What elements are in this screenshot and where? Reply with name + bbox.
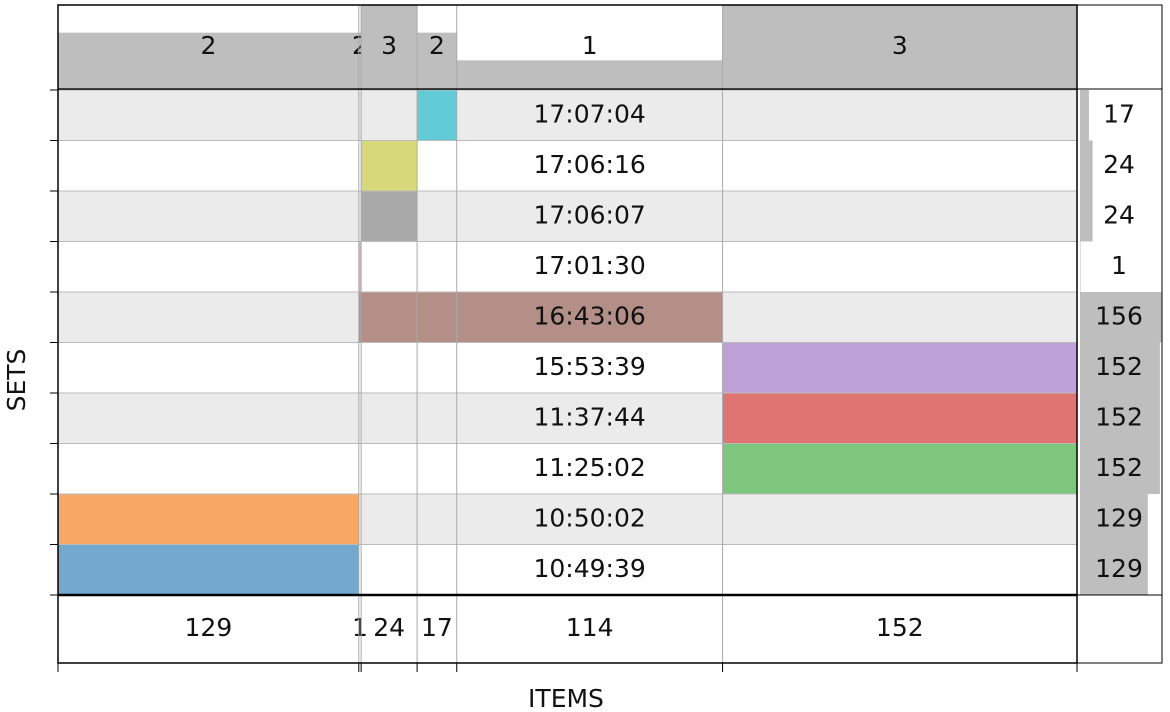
row-background [58,241,1077,292]
coverage-label: 3 [892,31,908,60]
set-size-label: 24 [1103,200,1135,229]
chunk-size-label: 1 [352,613,368,642]
set-cell [417,292,457,343]
set-size-bar [1080,90,1089,141]
set-size-bar [1080,494,1148,545]
row-background [58,140,1077,191]
set-size-bar [1080,544,1148,595]
set-cell [361,191,418,242]
set-size-label: 129 [1095,503,1143,532]
set-cell [58,544,359,595]
coverage-bar [358,32,362,88]
set-size-bar [1080,342,1160,393]
set-size-label: 152 [1095,402,1143,431]
set-label: 10:49:39 [534,554,646,583]
set-label: 11:37:44 [534,402,646,431]
set-cell [361,292,418,343]
set-cell [417,90,457,141]
set-size-bar [1080,140,1093,191]
chunk-size-label: 17 [421,613,453,642]
coverage-label: 1 [582,31,598,60]
x-axis-label: ITEMS [528,684,604,712]
set-size-label: 152 [1095,453,1143,482]
set-cell [361,140,418,191]
chunk-size-label: 129 [185,613,233,642]
coverage-label: 2 [429,31,445,60]
set-size-label: 17 [1103,99,1135,128]
coverage-bar [456,60,723,88]
set-size-bar [1080,241,1081,292]
set-cell [722,443,1077,494]
set-size-label: 129 [1095,554,1143,583]
set-label: 15:53:39 [534,352,646,381]
set-label: 17:06:07 [534,200,646,229]
coverage-label: 2 [200,31,216,60]
set-size-bar [1080,443,1160,494]
set-size-bar [1080,191,1093,242]
set-size-label: 1 [1111,251,1127,280]
set-cell [358,292,362,343]
set-cell [722,393,1077,444]
y-axis-label: SETS [2,349,31,412]
coverage-bar [361,5,418,88]
set-label: 11:25:02 [534,453,646,482]
set-label: 10:50:02 [534,503,646,532]
frame [1076,4,1163,664]
set-size-bar [1080,393,1160,444]
set-label: 17:06:16 [534,150,646,179]
set-size-label: 156 [1095,301,1143,330]
set-size-label: 24 [1103,150,1135,179]
set-cell [456,292,723,343]
set-label: 17:07:04 [534,99,646,128]
chunk-size-label: 24 [373,613,405,642]
set-label: 17:01:30 [534,251,646,280]
set-cell [358,241,362,292]
set-size-bar [1080,292,1162,343]
row-background [58,191,1077,242]
coverage-label: 3 [381,31,397,60]
chunk-size-label: 152 [876,613,924,642]
coverage-bar [417,32,457,88]
chunk-size-label: 114 [566,613,614,642]
set-size-label: 152 [1095,352,1143,381]
row-background [58,90,1077,141]
set-label: 16:43:06 [534,301,646,330]
coverage-bar [58,32,359,88]
coverage-bar [722,5,1077,88]
set-cell [722,342,1077,393]
set-cell [58,494,359,545]
